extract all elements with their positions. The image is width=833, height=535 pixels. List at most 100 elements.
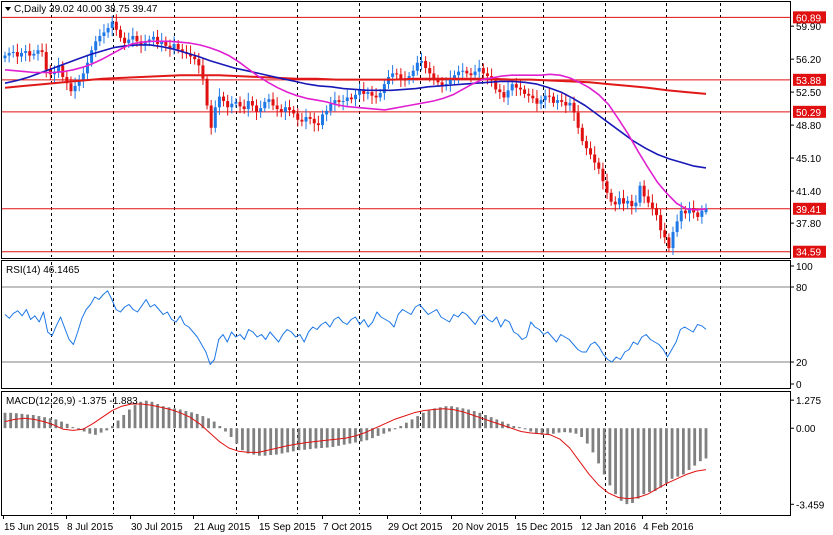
candle-body-18 (77, 79, 81, 86)
macd-signal-line (4, 403, 707, 500)
candle-body-123 (510, 84, 514, 91)
macd-bar-24 (139, 401, 143, 429)
candle-body-135 (560, 100, 564, 102)
macd-bar-90 (512, 426, 516, 429)
candle-body-73 (304, 117, 308, 122)
macd-bar-114 (648, 428, 651, 492)
macd-bar-61 (348, 428, 352, 444)
candle-body-153 (634, 202, 638, 207)
candle-body-148 (613, 201, 617, 205)
macd-bar-113 (642, 428, 646, 495)
macd-bar-86 (489, 417, 493, 429)
macd-bar-108 (614, 428, 617, 495)
macd-bar-27 (156, 404, 160, 429)
candle-body-92 (382, 84, 386, 94)
candle-body-55 (230, 103, 234, 108)
candle-body-152 (630, 200, 634, 207)
candles (3, 14, 708, 255)
macd-bar-39 (224, 428, 227, 432)
macd-bar-111 (631, 428, 634, 503)
macd-bar-34 (195, 413, 199, 429)
macd-tick-label-2: -3.459 (796, 500, 825, 511)
macd-bar-122 (693, 428, 697, 466)
rsi-line (4, 290, 707, 365)
candle-body-39 (164, 41, 168, 46)
macd-bar-17 (99, 428, 103, 433)
candle-body-37 (156, 36, 160, 44)
price-tick-label-6: 37.80 (796, 219, 821, 230)
macd-bar-38 (218, 426, 222, 429)
macd-bar-85 (484, 415, 487, 429)
x-label-2: 30 Jul 2015 (131, 522, 183, 533)
macd-bar-60 (342, 428, 346, 445)
candle-body-23 (98, 35, 102, 42)
candle-body-30 (127, 39, 131, 44)
macd-bar-94 (535, 428, 538, 434)
macd-bar-92 (523, 428, 527, 430)
macd-bar-73 (416, 416, 420, 429)
x-label-4: 15 Sep 2015 (259, 522, 316, 533)
candle-body-69 (288, 107, 292, 110)
candle-body-137 (568, 102, 572, 106)
candle-body-45 (189, 53, 193, 57)
candle-body-130 (539, 100, 543, 104)
macd-bar-71 (404, 422, 408, 429)
ma-mid-line (4, 44, 707, 169)
candle-body-136 (564, 101, 568, 106)
candle-body-78 (325, 110, 329, 115)
macd-bar-93 (529, 428, 533, 432)
candle-body-72 (300, 119, 304, 122)
candle-body-117 (485, 73, 489, 77)
price-tick-label-3: 48.80 (796, 121, 821, 132)
candle-body-125 (518, 87, 522, 90)
candle-body-74 (308, 117, 312, 119)
candle-body-115 (477, 68, 481, 72)
candle-body-46 (193, 56, 197, 60)
candle-body-103 (428, 68, 432, 74)
macd-bar-11 (65, 423, 69, 429)
macd-bar-9 (54, 419, 58, 429)
macd-bar-83 (472, 411, 476, 429)
candle-body-168 (696, 212, 700, 217)
x-label-3: 21 Aug 2015 (194, 522, 251, 533)
candle-body-84 (349, 97, 353, 100)
macd-bar-58 (331, 428, 335, 447)
candle-body-61 (255, 105, 259, 112)
x-label-5: 7 Oct 2015 (323, 522, 372, 533)
candle-body-85 (354, 94, 357, 100)
macd-bar-103 (585, 428, 589, 444)
macd-bar-3 (20, 413, 24, 429)
candle-body-79 (329, 103, 333, 111)
candle-body-86 (358, 90, 362, 95)
price-tick-label-4: 45.10 (796, 154, 821, 165)
candle-body-0 (3, 55, 7, 59)
candle-body-104 (432, 73, 436, 79)
candle-body-77 (321, 114, 325, 126)
candle-body-165 (683, 210, 687, 214)
candle-body-111 (461, 70, 465, 72)
candle-body-29 (123, 37, 127, 44)
macd-bar-44 (252, 428, 256, 455)
x-axis: 15 Jun 2015 8 Jul 2015 30 Jul 2015 21 Aug 2… (3, 515, 694, 533)
macd-bar-105 (597, 428, 600, 464)
vertical-grid (51, 3, 721, 514)
y-axes: 59.90 56.20 52.50 48.80 45.10 41.40 37.80 60.89… (790, 11, 826, 511)
level-tag-bg-2 (793, 105, 826, 118)
candle-body-53 (222, 96, 226, 102)
rsi-indicator (2, 286, 790, 365)
macd-bar-96 (546, 428, 550, 435)
header-dropdown-icon[interactable] (5, 7, 11, 11)
macd-bar-5 (31, 415, 35, 429)
macd-bar-72 (410, 419, 414, 429)
candle-body-155 (642, 185, 646, 197)
candle-body-75 (312, 118, 316, 124)
macd-bar-43 (246, 428, 250, 454)
macd-bar-104 (591, 428, 595, 453)
candle-body-151 (626, 200, 630, 204)
level-tag-4: 34.59 (796, 248, 821, 259)
macd-bar-118 (670, 428, 674, 479)
candle-body-131 (543, 95, 547, 101)
candle-body-76 (316, 123, 320, 126)
candle-body-40 (168, 45, 172, 49)
macd-bar-119 (676, 428, 680, 477)
